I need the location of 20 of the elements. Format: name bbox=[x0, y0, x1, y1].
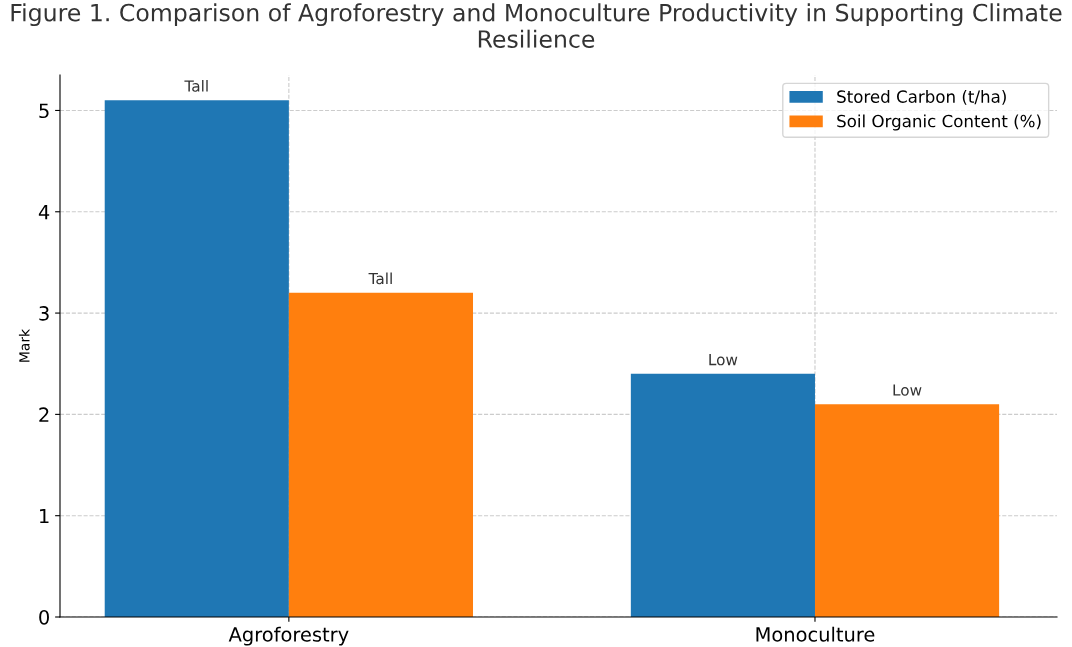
legend-label: Soil Organic Content (%) bbox=[837, 114, 1041, 131]
x-tick-label: Monoculture bbox=[756, 626, 875, 642]
data-label: Low bbox=[709, 353, 738, 366]
y-tick-label: 4 bbox=[38, 204, 50, 220]
legend-label: Stored Carbon (t/ha) bbox=[837, 90, 1006, 105]
y-tick-label: 1 bbox=[40, 508, 49, 524]
bar bbox=[814, 404, 1000, 617]
chart-title: Figure 1. Comparison of Agroforestry and Monoculture Productivity in Supporting Climate Resilience bbox=[11, 3, 1062, 48]
data-label: Tall bbox=[184, 79, 208, 92]
bar bbox=[288, 292, 474, 617]
y-tick-label: 0 bbox=[39, 609, 49, 625]
x-tick-label: Agroforestry bbox=[228, 626, 349, 646]
y-tick-label: 3 bbox=[39, 306, 49, 321]
y-tick-label: 2 bbox=[39, 407, 49, 422]
data-label: Low bbox=[893, 384, 922, 396]
data-label: Tall bbox=[368, 272, 392, 285]
y-axis-title: Mark bbox=[18, 328, 30, 362]
bar bbox=[630, 373, 815, 617]
y-tick-label: 5 bbox=[39, 103, 49, 119]
bar bbox=[104, 100, 289, 617]
